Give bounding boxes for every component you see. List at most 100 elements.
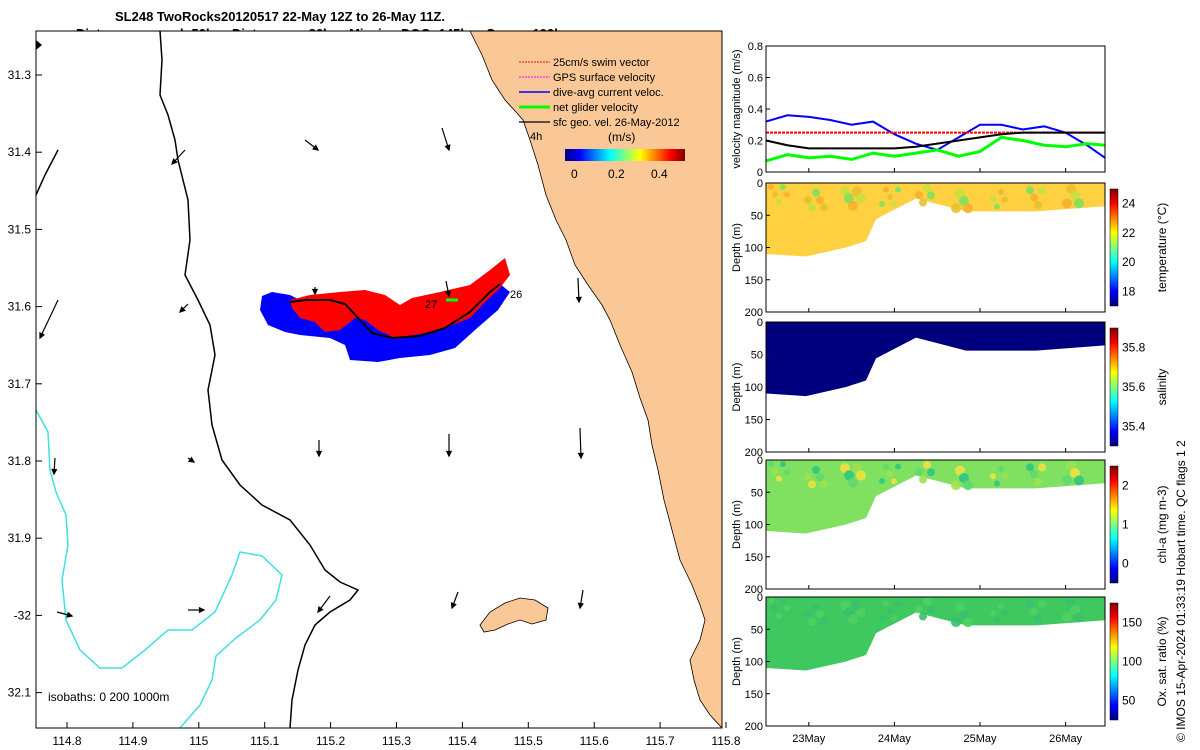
profile-sample: [883, 463, 889, 470]
profile-sample: [998, 465, 1004, 472]
profile-sample: [848, 200, 858, 211]
coastline-land: [469, 31, 722, 728]
profile-sample: [955, 465, 965, 476]
profile-sample: [808, 617, 816, 626]
profile-sample: [1070, 191, 1080, 202]
date-tick-label: 23May: [792, 733, 826, 745]
panel-y-tick-label: 0: [757, 167, 763, 179]
map-y-tick-label: 31.8: [8, 454, 32, 468]
colorbar-tick-label: 35.6: [1122, 380, 1146, 394]
colorbar-unit: (m/s): [608, 130, 635, 144]
profile-sample: [1034, 477, 1042, 486]
panel-y-tick-label: 0.8: [748, 41, 763, 53]
profile-sample: [998, 602, 1004, 609]
profile-sample: [812, 188, 820, 197]
profile-sample: [1062, 612, 1072, 623]
map-x-tick-label: 115: [189, 734, 208, 748]
series-line: [765, 131, 1105, 150]
panel-y-tick-label: 150: [745, 552, 763, 564]
colorbar-label: salinity: [1155, 369, 1169, 406]
panel-y-tick-label: 150: [745, 415, 763, 427]
contour-fragment: [36, 40, 42, 50]
profile-sample: [1002, 610, 1008, 617]
profile-sample: [915, 605, 923, 614]
isobath-200m-north: [36, 149, 59, 196]
profile-sample: [923, 183, 931, 192]
panel-y-tick-label: 50: [751, 350, 763, 362]
profile-sample: [891, 201, 897, 208]
profile-sample: [1030, 193, 1038, 202]
profile-sample: [808, 480, 816, 489]
profile-sample: [848, 477, 858, 488]
profile-sample: [844, 193, 854, 204]
map-x-tick-label: 115.3: [382, 734, 411, 748]
panel-y-tick-label: 100: [745, 243, 763, 255]
profile-field: [766, 322, 1105, 397]
profile-sample: [1038, 186, 1046, 195]
profile-panels: 0 0.2 0.4 0.6 0.8 velocity magnitude (m/s) 0 50…: [731, 41, 1169, 745]
profile-sample: [812, 465, 820, 474]
profile-sample: [959, 472, 969, 483]
map-x-tick-label: 115.1: [250, 734, 279, 748]
profile-sample: [808, 203, 816, 212]
profile-sample: [927, 605, 935, 614]
surface-velocity-arrow: [39, 299, 59, 339]
profile-sample: [856, 607, 866, 618]
panel-2: 0 50 100 150 200 Depth (m) 35.4 35.6 35.8 salinit…: [731, 317, 1169, 459]
profile-sample: [1070, 605, 1080, 616]
panel-y-label: Depth (m): [731, 223, 743, 272]
profile-sample: [1002, 196, 1008, 203]
profile-sample: [776, 198, 782, 205]
panel-colorbar: [1109, 327, 1119, 447]
map-y-tick-label: 32.1: [8, 686, 32, 700]
profile-sample: [994, 203, 1000, 210]
surface-velocity-arrowhead: [171, 158, 178, 166]
isobaths-label: isobaths: 0 200 1000m: [48, 690, 169, 704]
profile-sample: [887, 193, 893, 200]
profile-sample: [963, 617, 973, 628]
surface-velocity-arrowhead: [450, 602, 457, 610]
legend-net: net glider velocity: [553, 102, 638, 114]
date-tick-label: 24May: [878, 733, 912, 745]
profile-sample: [951, 480, 961, 491]
profile-sample: [963, 480, 973, 491]
profile-sample: [895, 463, 901, 470]
profile-sample: [895, 600, 901, 607]
title-line-1: SL248 TwoRocks20120517 22-May 12Z to 26-…: [115, 9, 445, 24]
colorbar-label: chl-a (mg m-3): [1155, 485, 1169, 563]
profile-sample: [852, 600, 862, 611]
surface-velocity-arrowhead: [575, 296, 582, 304]
panel-4: 0 50 100 150 200 Depth (m) 50 100 150 Ox. sat. ra…: [731, 592, 1169, 733]
profile-sample: [959, 609, 969, 620]
panel-y-label: Depth (m): [731, 500, 743, 549]
profile-sample: [955, 602, 965, 613]
profile-sample: [1066, 460, 1076, 471]
profile-sample: [883, 600, 889, 607]
profile-sample: [915, 468, 923, 477]
panel-frame: [765, 45, 1106, 173]
profile-sample: [856, 193, 866, 204]
panel-y-tick-label: 0.4: [748, 104, 763, 116]
legend-gps: GPS surface velocity: [553, 72, 656, 84]
date-tick-label: 25May: [963, 733, 997, 745]
map-y-tick-label: 31.7: [8, 377, 32, 391]
glider-track: [260, 258, 510, 362]
map-y-tick-label: -32: [14, 608, 32, 622]
profile-sample: [844, 470, 854, 481]
surface-velocity-arrowhead: [66, 611, 74, 618]
profile-sample: [959, 195, 969, 206]
profile-sample: [951, 203, 961, 214]
profile-sample: [772, 605, 778, 612]
profile-sample: [1034, 200, 1042, 209]
isobath-200m: [159, 31, 360, 728]
profile-sample: [776, 475, 782, 482]
profile-sample: [820, 203, 828, 212]
map-legend: 25cm/s swim vector GPS surface velocity …: [519, 57, 685, 181]
panel-y-tick-label: 150: [745, 689, 763, 701]
legend-swim: 25cm/s swim vector: [553, 57, 650, 69]
profile-sample: [1026, 463, 1034, 472]
map-x-tick-label: 115.7: [646, 734, 675, 748]
surface-velocity-arrows: [39, 127, 584, 618]
panel-3: 0 50 100 150 200 Depth (m) 0 1 2 chl-a (mg m-3): [731, 455, 1169, 596]
map-x-tick-label: 114.8: [52, 734, 81, 748]
